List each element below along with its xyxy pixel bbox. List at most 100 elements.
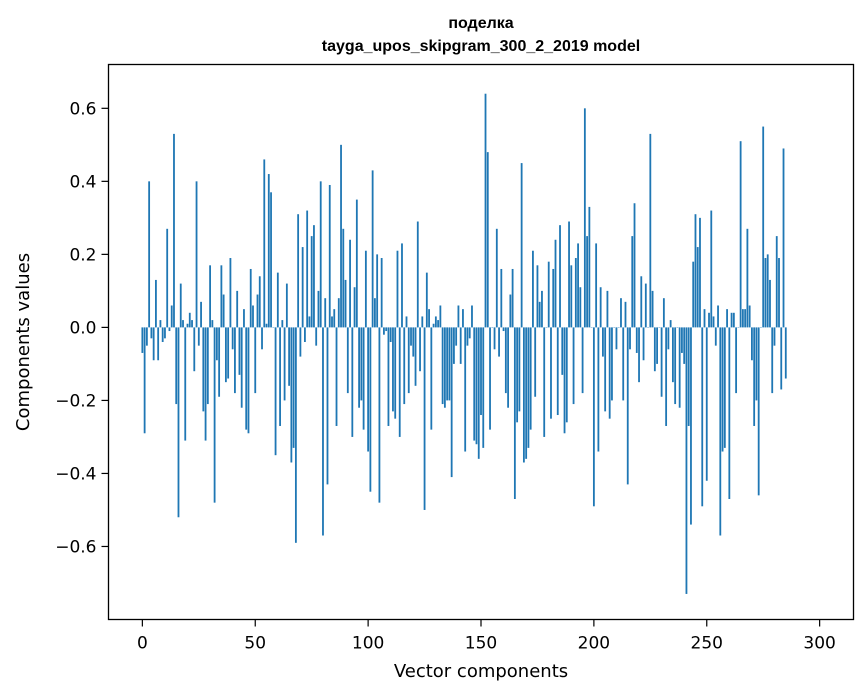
bar-255: [717, 305, 719, 328]
bar-97: [360, 327, 363, 401]
bar-256: [719, 327, 722, 536]
bar-194: [579, 287, 582, 328]
bar-34: [218, 327, 221, 397]
bar-208: [611, 327, 613, 401]
bar-263: [735, 327, 738, 394]
chart-title-line-2: tayga_upos_skipgram_300_2_2019 model: [322, 38, 640, 55]
bar-75: [310, 236, 313, 328]
bar-57: [270, 192, 272, 328]
bar-223: [644, 283, 647, 328]
bar-117: [405, 316, 408, 328]
bar-283: [780, 327, 783, 390]
bar-207: [608, 327, 611, 419]
bar-23: [193, 327, 196, 372]
bar-253: [712, 316, 715, 328]
bar-73: [306, 210, 309, 328]
bar-228: [656, 327, 658, 364]
bar-93: [351, 327, 354, 437]
bar-273: [757, 327, 760, 496]
chart-title: поделка tayga_upos_skipgram_300_2_2019 m…: [322, 15, 640, 55]
x-tick-label-6: 300: [803, 634, 835, 654]
bar-90: [344, 279, 347, 328]
bar-49: [252, 305, 254, 328]
bar-133: [441, 327, 444, 405]
bar-205: [604, 327, 607, 412]
bar-120: [412, 327, 415, 357]
bar-125: [423, 327, 426, 510]
bar-106: [380, 258, 383, 328]
bar-42: [236, 290, 239, 328]
bar-135: [446, 327, 449, 401]
bar-214: [624, 301, 627, 328]
bar-127: [428, 309, 430, 328]
bar-259: [726, 309, 728, 328]
bar-269: [748, 305, 751, 328]
bar-157: [495, 228, 498, 328]
bar-182: [552, 268, 555, 328]
y-tick-label-3: 0.0: [69, 318, 96, 338]
bar-268: [746, 228, 749, 328]
bar-88: [340, 144, 342, 328]
bar-39: [229, 258, 232, 328]
bar-185: [559, 225, 561, 328]
y-axis-label: Components values: [13, 253, 34, 431]
bar-272: [755, 327, 758, 401]
bar-217: [631, 236, 634, 328]
bar-19: [184, 327, 187, 441]
x-tick-label-2: 100: [352, 634, 384, 654]
bar-53: [261, 327, 263, 350]
bar-181: [550, 327, 552, 419]
bar-265: [739, 141, 742, 328]
bar-111: [392, 327, 394, 412]
bar-191: [572, 327, 575, 405]
bar-25: [197, 327, 200, 346]
bar-110: [389, 327, 392, 342]
bar-197: [586, 236, 589, 328]
bar-257: [721, 327, 724, 452]
bar-278: [769, 279, 771, 328]
bar-43: [238, 327, 241, 375]
bar-168: [520, 163, 523, 328]
bar-17: [179, 283, 182, 328]
bar-96: [358, 327, 360, 408]
bar-92: [349, 239, 351, 328]
bar-261: [730, 312, 733, 328]
bar-276: [764, 258, 767, 328]
bar-177: [541, 290, 543, 328]
bar-83: [328, 184, 331, 328]
bar-232: [665, 327, 668, 426]
bar-68: [294, 327, 297, 543]
bar-114: [398, 327, 401, 437]
bar-275: [762, 126, 765, 328]
bar-279: [771, 327, 774, 394]
chart-title-line-1: поделка: [448, 15, 513, 32]
bar-281: [775, 236, 778, 328]
bar-62: [281, 320, 284, 328]
bar-210: [615, 327, 618, 350]
bar-159: [500, 268, 503, 328]
bar-55: [265, 323, 268, 328]
bar-156: [493, 327, 496, 350]
bar-37: [224, 327, 227, 383]
bar-86: [335, 327, 338, 426]
x-tick-label-3: 150: [465, 634, 497, 654]
x-tick-label-1: 50: [244, 634, 266, 654]
x-tick-label-0: 0: [137, 634, 148, 654]
bar-87: [337, 298, 340, 328]
bar-171: [527, 327, 530, 448]
bar-195: [581, 327, 584, 394]
bar-119: [410, 327, 412, 346]
bar-8: [159, 320, 162, 328]
bar-154: [489, 327, 491, 430]
bar-7: [157, 327, 160, 361]
bar-28: [204, 327, 207, 441]
bar-233: [667, 327, 670, 350]
bar-218: [633, 203, 636, 328]
bar-183: [554, 239, 557, 328]
bar-254: [714, 327, 717, 346]
bar-15: [175, 327, 178, 405]
bar-21: [188, 312, 191, 328]
bar-132: [439, 305, 442, 328]
bar-149: [477, 327, 480, 459]
